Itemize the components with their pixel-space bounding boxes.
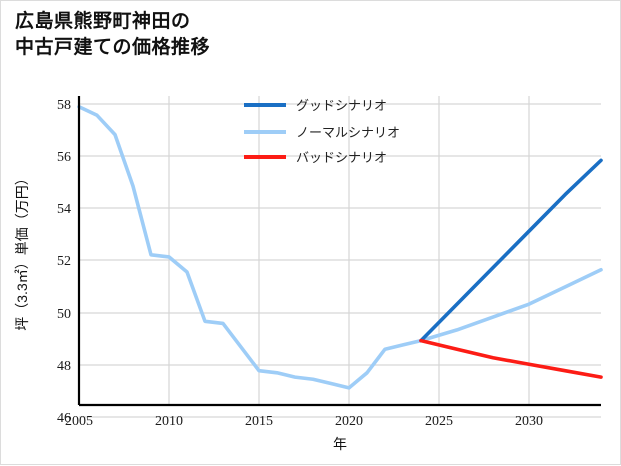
legend-label: ノーマルシナリオ [296,125,400,140]
series-group [77,104,603,390]
y-axis-title: 坪（3.3㎡）単価（万円） [14,171,30,330]
y-tick-labels: 58 56 54 52 50 48 46 [57,98,71,426]
y-tick-label: 52 [57,254,71,269]
series-line-bad [419,338,603,379]
y-tick-label: 56 [57,150,71,165]
x-tick-label: 2020 [335,414,363,429]
legend-item-normal[interactable]: ノーマルシナリオ [244,125,400,140]
legend-item-bad[interactable]: バッドシナリオ [244,150,387,165]
series-line-normal [77,104,603,390]
x-tick-label: 2010 [155,414,183,429]
page-title: 広島県熊野町神田の 中古戸建ての価格推移 [15,11,211,58]
series-line-good [419,158,603,343]
legend-label: バッドシナリオ [296,150,387,165]
legend-label: グッドシナリオ [296,98,387,113]
axis-spines [77,96,601,407]
x-axis-title: 年 [333,436,347,452]
x-tick-label: 2015 [245,414,273,429]
y-tick-label: 46 [57,411,71,426]
y-tick-label: 54 [57,202,71,217]
y-tick-label: 48 [57,359,71,374]
chart-legend: グッドシナリオ ノーマルシナリオ バッドシナリオ [244,98,400,165]
x-tick-label: 2025 [425,414,453,429]
y-tick-label: 50 [57,307,71,322]
x-tick-label: 2005 [65,414,93,429]
x-tick-label: 2030 [515,414,543,429]
x-tick-labels: 2005 2010 2015 2020 2025 2030 [65,414,543,429]
legend-item-good[interactable]: グッドシナリオ [244,98,387,113]
y-tick-label: 58 [57,98,71,113]
